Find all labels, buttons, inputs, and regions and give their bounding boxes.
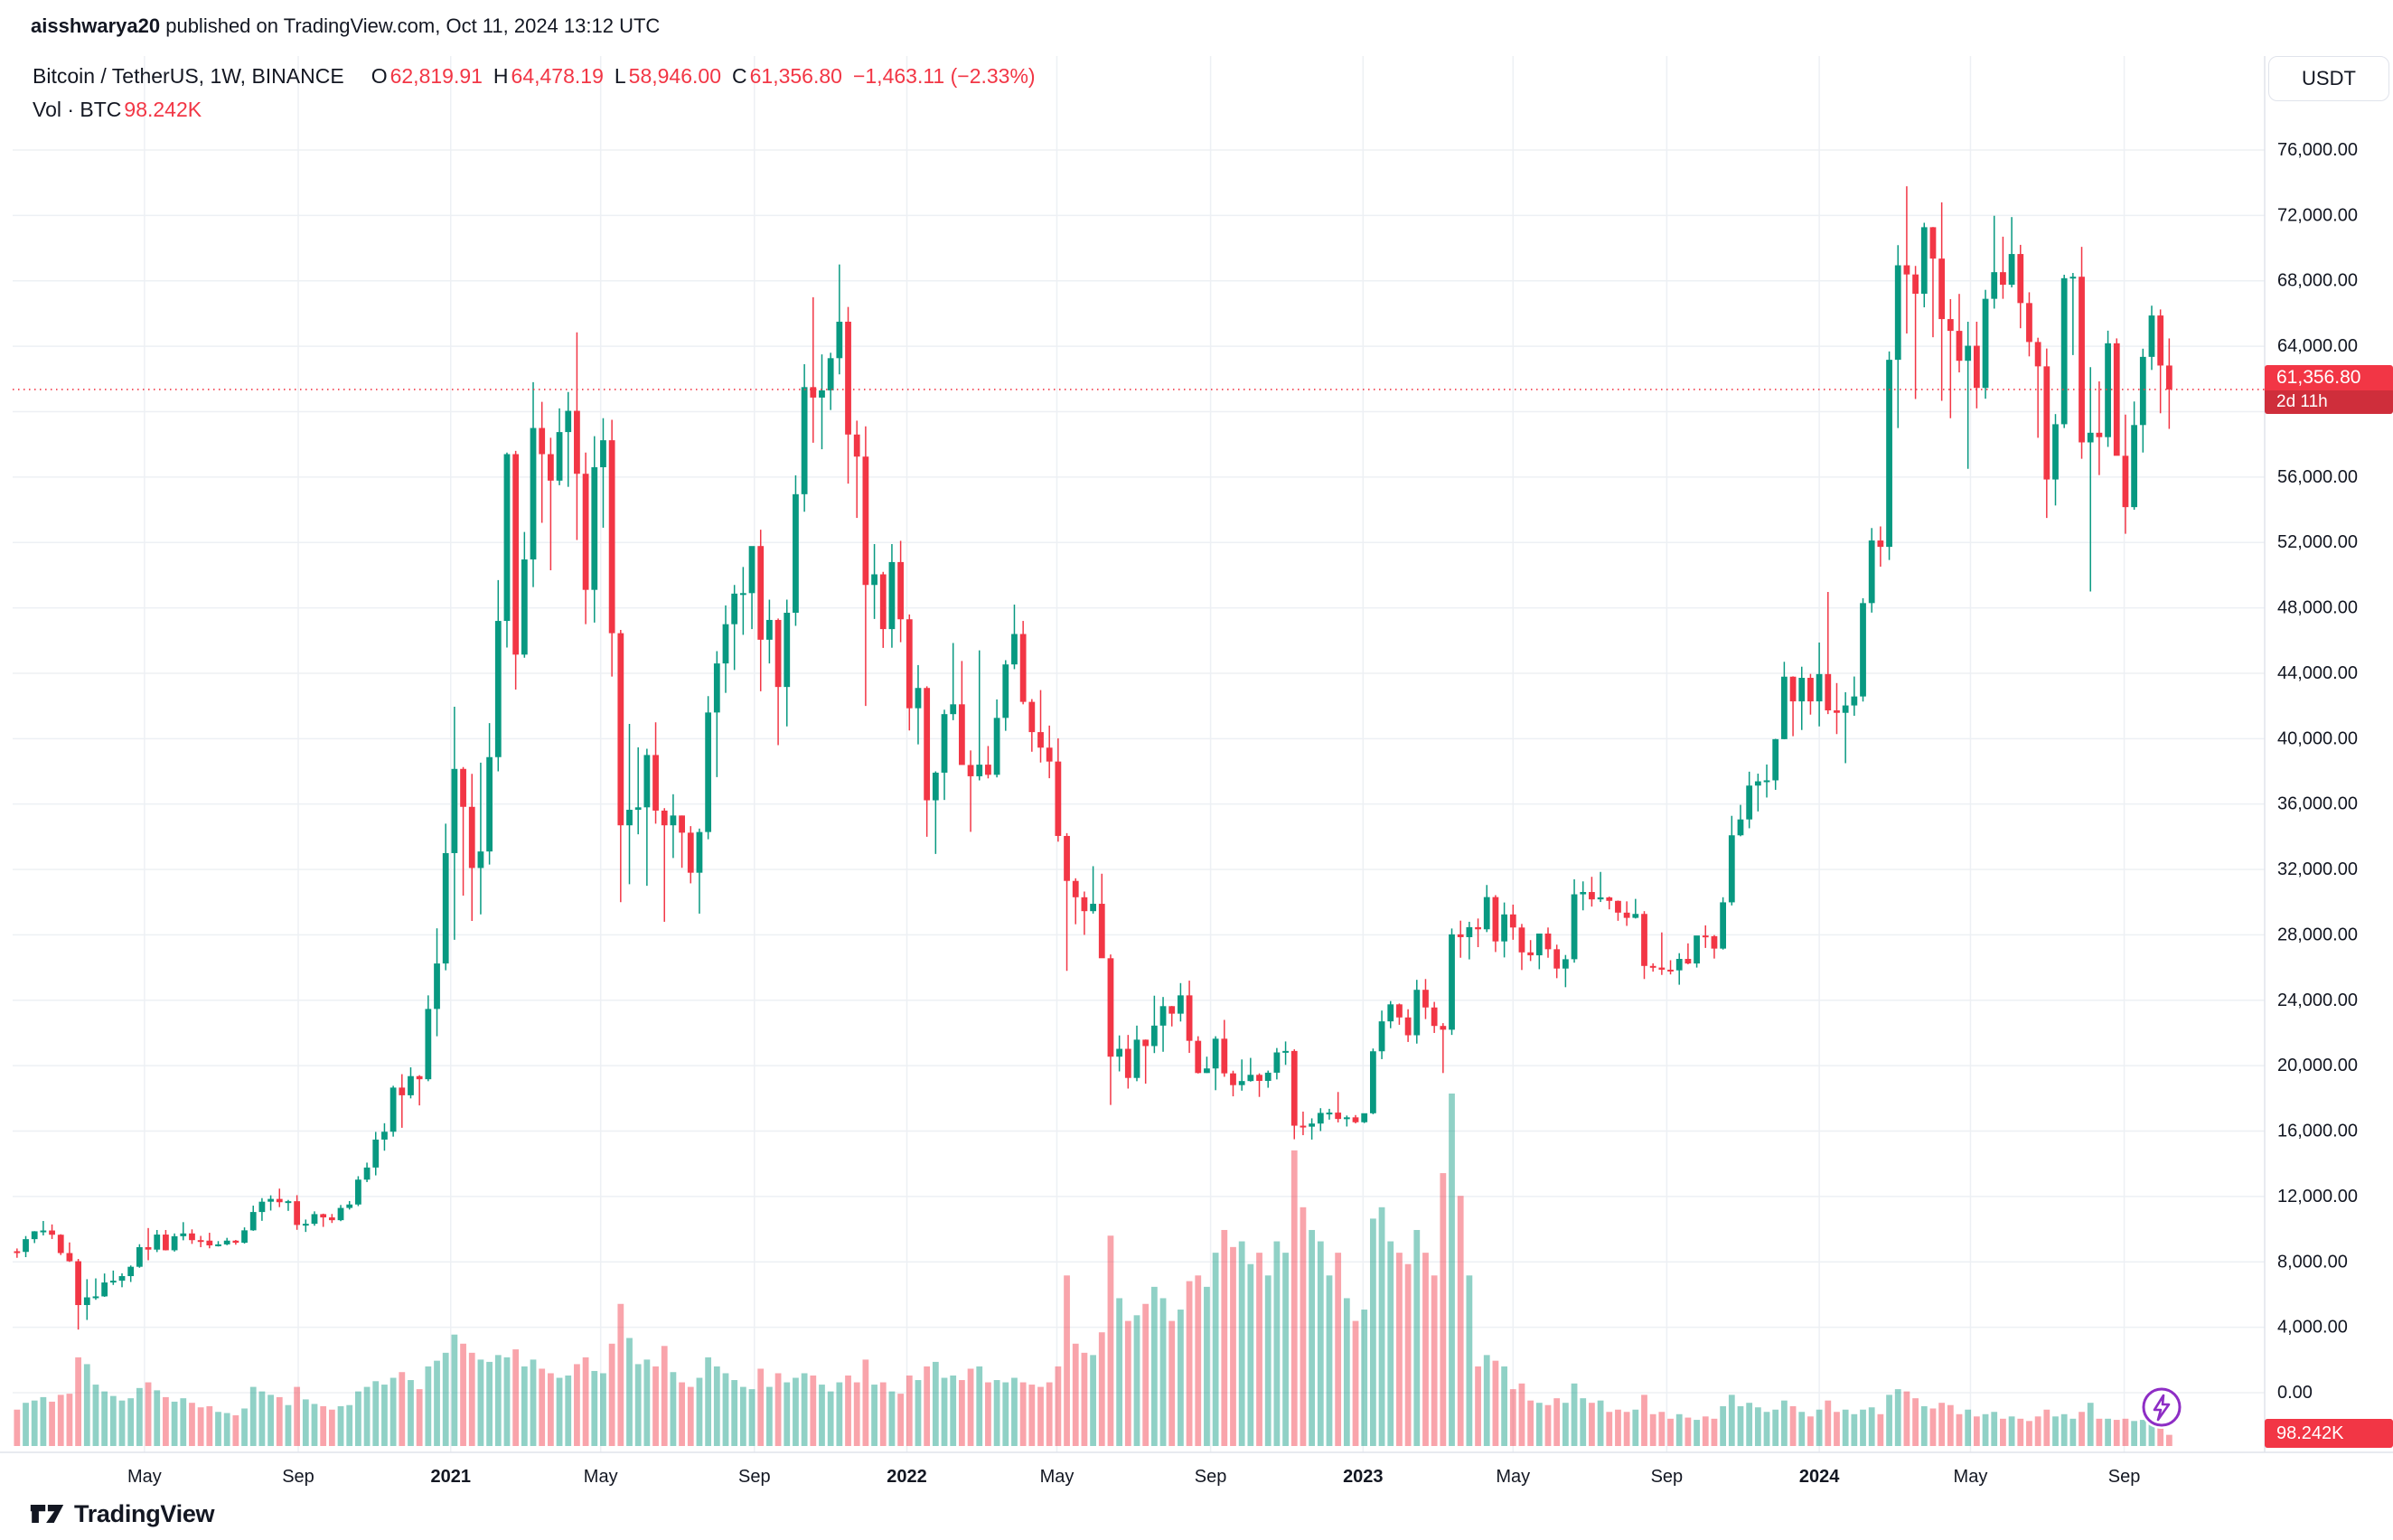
svg-text:Sep: Sep bbox=[282, 1467, 314, 1487]
volume-label[interactable]: Vol · BTC bbox=[33, 98, 122, 121]
svg-text:16,000.00: 16,000.00 bbox=[2277, 1122, 2358, 1141]
high-label: H bbox=[493, 64, 509, 88]
price-axis-labels[interactable]: 76,000.00 72,000.00 68,000.00 64,000.00 56,0… bbox=[2277, 140, 2358, 1403]
change-value: −1,463.11 (−2.33%) bbox=[852, 64, 1036, 88]
svg-text:Sep: Sep bbox=[738, 1467, 771, 1487]
chart-legend: Bitcoin / TetherUS, 1W, BINANCE O 62,819.9… bbox=[33, 60, 1036, 127]
svg-text:Sep: Sep bbox=[1195, 1467, 1227, 1487]
svg-text:28,000.00: 28,000.00 bbox=[2277, 925, 2358, 944]
svg-text:44,000.00: 44,000.00 bbox=[2277, 663, 2358, 683]
close-label: C bbox=[732, 64, 747, 88]
boost-lightning-button[interactable] bbox=[2140, 1385, 2183, 1429]
volume-value-tag: 98.242K bbox=[2265, 1419, 2393, 1448]
high-value: 64,478.19 bbox=[511, 64, 604, 88]
currency-toggle-button[interactable]: USDT bbox=[2268, 56, 2389, 101]
volume-row: Vol · BTC 98.242K bbox=[33, 93, 1036, 127]
candles-layer bbox=[14, 186, 2172, 1330]
svg-text:48,000.00: 48,000.00 bbox=[2277, 598, 2358, 618]
svg-text:2024: 2024 bbox=[1799, 1467, 1840, 1487]
svg-text:76,000.00: 76,000.00 bbox=[2277, 140, 2358, 160]
low-value: 58,946.00 bbox=[628, 64, 721, 88]
symbol-title[interactable]: Bitcoin / TetherUS, 1W, BINANCE bbox=[33, 64, 344, 88]
last-price-tag: 61,356.80 2d 11h bbox=[2265, 364, 2393, 414]
svg-text:May: May bbox=[1496, 1467, 1530, 1487]
publisher-username[interactable]: aisshwarya20 bbox=[31, 14, 161, 37]
publisher-meta: published on TradingView.com, Oct 11, 20… bbox=[160, 14, 661, 37]
svg-text:Sep: Sep bbox=[1651, 1467, 1684, 1487]
svg-text:24,000.00: 24,000.00 bbox=[2277, 991, 2358, 1010]
open-value: 62,819.91 bbox=[389, 64, 483, 88]
svg-text:2023: 2023 bbox=[1343, 1467, 1384, 1487]
svg-text:May: May bbox=[584, 1467, 618, 1487]
low-label: L bbox=[614, 64, 626, 88]
bar-countdown: 2d 11h bbox=[2265, 390, 2393, 414]
tradingview-logo-icon bbox=[30, 1505, 64, 1523]
axis-separators bbox=[0, 56, 2393, 1453]
svg-text:32,000.00: 32,000.00 bbox=[2277, 859, 2358, 879]
svg-text:May: May bbox=[1040, 1467, 1075, 1487]
footer-branding[interactable]: TradingView bbox=[29, 1498, 215, 1529]
svg-text:72,000.00: 72,000.00 bbox=[2277, 205, 2358, 225]
svg-text:May: May bbox=[127, 1467, 162, 1487]
svg-text:May: May bbox=[1954, 1467, 1988, 1487]
svg-text:20,000.00: 20,000.00 bbox=[2277, 1056, 2358, 1075]
svg-text:Sep: Sep bbox=[2108, 1467, 2141, 1487]
svg-text:8,000.00: 8,000.00 bbox=[2277, 1252, 2348, 1272]
brand-name: TradingView bbox=[74, 1499, 215, 1527]
svg-text:40,000.00: 40,000.00 bbox=[2277, 728, 2358, 748]
publisher-line: aisshwarya20 published on TradingView.co… bbox=[31, 14, 660, 38]
svg-text:2021: 2021 bbox=[430, 1467, 471, 1487]
svg-text:68,000.00: 68,000.00 bbox=[2277, 271, 2358, 291]
lightning-icon bbox=[2142, 1387, 2182, 1427]
open-label: O bbox=[371, 64, 388, 88]
close-value: 61,356.80 bbox=[749, 64, 842, 88]
svg-text:12,000.00: 12,000.00 bbox=[2277, 1187, 2358, 1207]
symbol-row: Bitcoin / TetherUS, 1W, BINANCE O 62,819.9… bbox=[33, 60, 1036, 93]
svg-text:0.00: 0.00 bbox=[2277, 1383, 2313, 1403]
svg-text:52,000.00: 52,000.00 bbox=[2277, 532, 2358, 552]
svg-text:56,000.00: 56,000.00 bbox=[2277, 467, 2358, 487]
svg-text:4,000.00: 4,000.00 bbox=[2277, 1318, 2348, 1338]
volume-value: 98.242K bbox=[124, 98, 202, 121]
time-axis-labels[interactable]: May Sep 2021 May Sep 2022 May Sep 2023 May Sep 2024… bbox=[127, 1467, 2140, 1487]
svg-text:2022: 2022 bbox=[887, 1467, 927, 1487]
svg-text:64,000.00: 64,000.00 bbox=[2277, 336, 2358, 356]
svg-text:36,000.00: 36,000.00 bbox=[2277, 794, 2358, 814]
last-price-value: 61,356.80 bbox=[2276, 366, 2361, 388]
volume-layer bbox=[14, 1094, 2172, 1446]
